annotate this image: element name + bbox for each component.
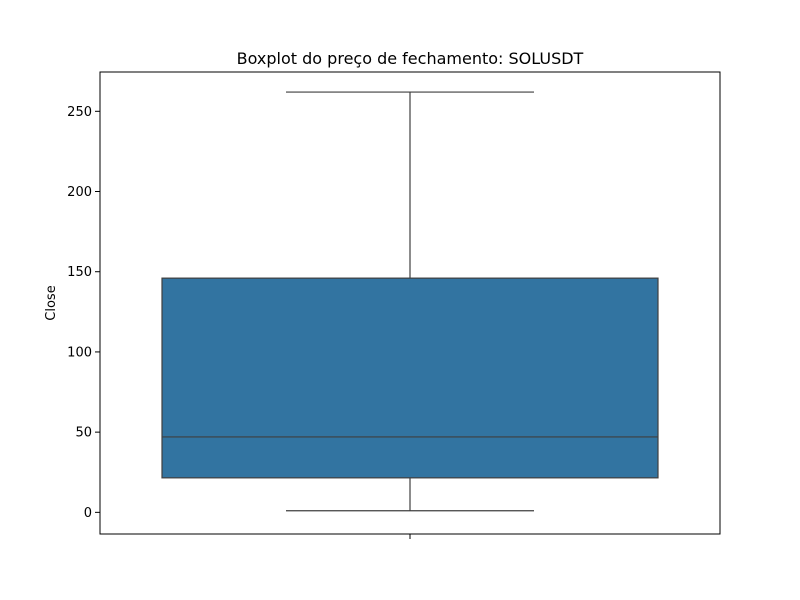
y-axis-label: Close (44, 285, 59, 320)
plot-frame (99, 71, 721, 535)
y-axis-ticks: 0 50 100 150 200 250 (67, 105, 100, 521)
chart-title: Boxplot do preço de fechamento: SOLUSDT (237, 49, 584, 68)
y-tick-label: 150 (67, 265, 92, 280)
iqr-box (161, 277, 659, 479)
y-tick-label: 250 (67, 105, 92, 120)
y-tick-label: 50 (75, 426, 92, 441)
y-tick-label: 200 (67, 185, 92, 200)
box-plot-group (161, 91, 659, 512)
y-tick-label: 100 (67, 345, 92, 360)
y-tick-label: 0 (84, 506, 92, 521)
